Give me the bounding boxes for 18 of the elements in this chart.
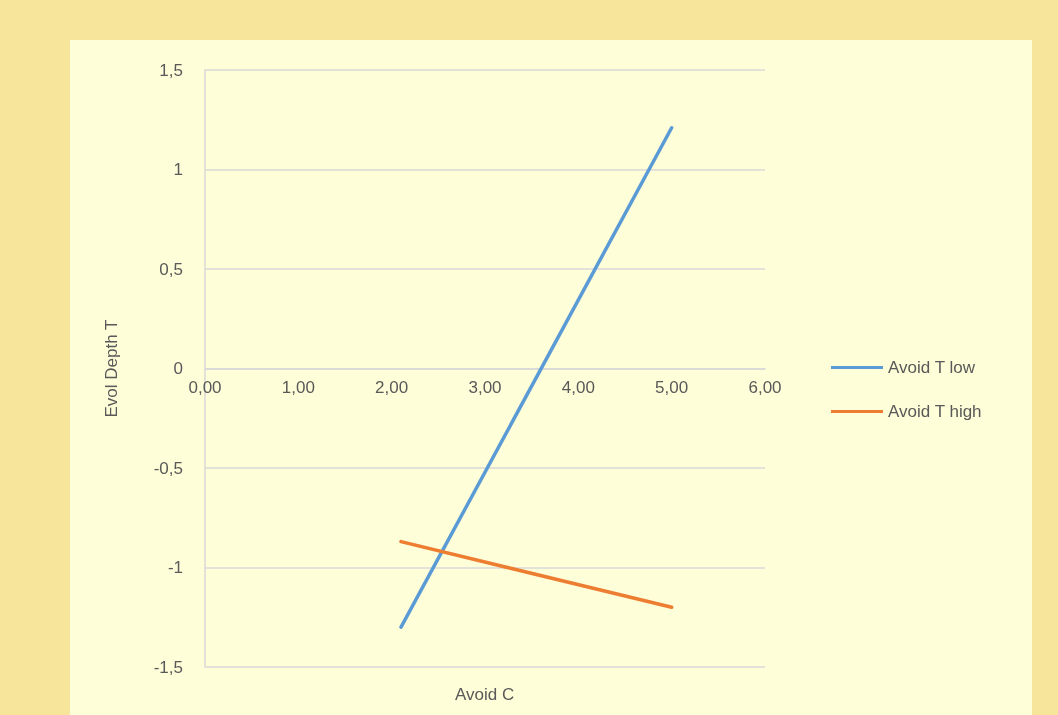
y-tick-label: -1,5 <box>153 657 183 677</box>
legend-label: Avoid T high <box>888 402 982 421</box>
x-tick-label: 4,00 <box>561 377 595 397</box>
y-tick-label: 0 <box>173 359 183 378</box>
legend-label: Avoid T low <box>888 358 976 377</box>
x-axis-title: Avoid C <box>455 685 515 704</box>
y-tick-label: 1,5 <box>159 60 183 80</box>
y-tick-label: 0,5 <box>159 259 183 279</box>
x-tick-label: 5,00 <box>655 377 689 397</box>
x-tick-label: 2,00 <box>375 377 409 397</box>
x-tick-label: 6,00 <box>748 377 782 397</box>
y-axis-title: Evol Depth T <box>102 319 121 418</box>
x-tick-label: 3,00 <box>468 377 502 397</box>
y-tick-label: -1 <box>167 558 183 577</box>
x-tick-label: 0,00 <box>188 377 222 397</box>
y-tick-label: -0,5 <box>153 458 183 478</box>
y-tick-label: 1 <box>173 160 183 179</box>
x-tick-label: 1,00 <box>281 377 315 397</box>
